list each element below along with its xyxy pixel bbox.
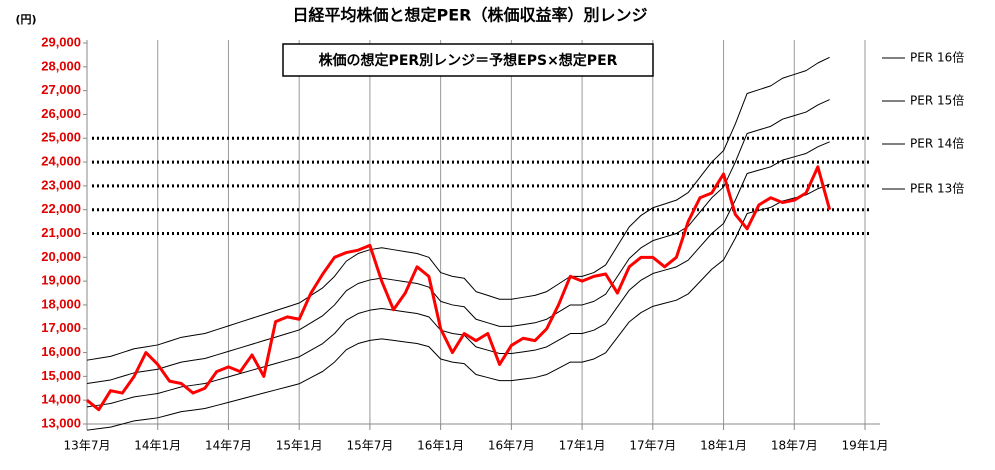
y-tick-label: 27,000 — [41, 82, 81, 97]
series-line — [86, 99, 830, 385]
y-tick-label: 16,000 — [41, 344, 81, 359]
legend-label: PER 16倍 — [910, 50, 964, 65]
annotation: 株価の想定PER別レンジ＝予想EPS×想定PER — [319, 52, 618, 69]
series-line — [86, 56, 830, 361]
x-tick-label: 19年1月 — [842, 439, 889, 453]
y-tick-label: 19,000 — [41, 273, 81, 288]
y-tick-label: 24,000 — [41, 154, 81, 169]
series-line — [86, 165, 832, 412]
x-tick-label: 17年7月 — [629, 439, 676, 453]
y-tick-label: 28,000 — [41, 58, 81, 73]
x-tick-label: 18年1月 — [700, 439, 747, 453]
legend-label: PER 15倍 — [910, 93, 964, 108]
y-tick-label: 29,000 — [41, 34, 81, 49]
chart-title: 日経平均株価と想定PER（株価収益率）別レンジ — [293, 6, 648, 25]
legend-label: PER 13倍 — [910, 181, 964, 196]
x-tick-label: 16年1月 — [417, 439, 464, 453]
y-tick-label: 20,000 — [41, 249, 81, 264]
y-unit: (円) — [15, 13, 36, 26]
y-tick-label: 18,000 — [41, 296, 81, 311]
x-tick-label: 15年7月 — [346, 439, 393, 453]
x-tick-label: 18年7月 — [771, 439, 818, 453]
x-tick-label: 14年1月 — [134, 439, 181, 453]
x-tick-label: 15年1月 — [276, 439, 323, 453]
x-tick-label: 13年7月 — [64, 439, 111, 453]
y-tick-label: 23,000 — [41, 177, 81, 192]
legend-label: PER 14倍 — [910, 136, 964, 151]
x-tick-label: 16年7月 — [488, 439, 535, 453]
y-tick-label: 22,000 — [41, 201, 81, 216]
series-line — [86, 183, 830, 431]
y-tick-label: 13,000 — [41, 415, 81, 430]
y-tick-label: 17,000 — [41, 320, 81, 335]
x-tick-label: 17年1月 — [559, 439, 606, 453]
annotation-box — [282, 43, 654, 77]
y-tick-label: 21,000 — [41, 225, 81, 240]
x-tick-label: 14年7月 — [205, 439, 252, 453]
y-tick-label: 25,000 — [41, 130, 81, 145]
y-tick-label: 14,000 — [41, 392, 81, 407]
y-tick-label: 26,000 — [41, 106, 81, 121]
y-tick-label: 15,000 — [41, 368, 81, 383]
